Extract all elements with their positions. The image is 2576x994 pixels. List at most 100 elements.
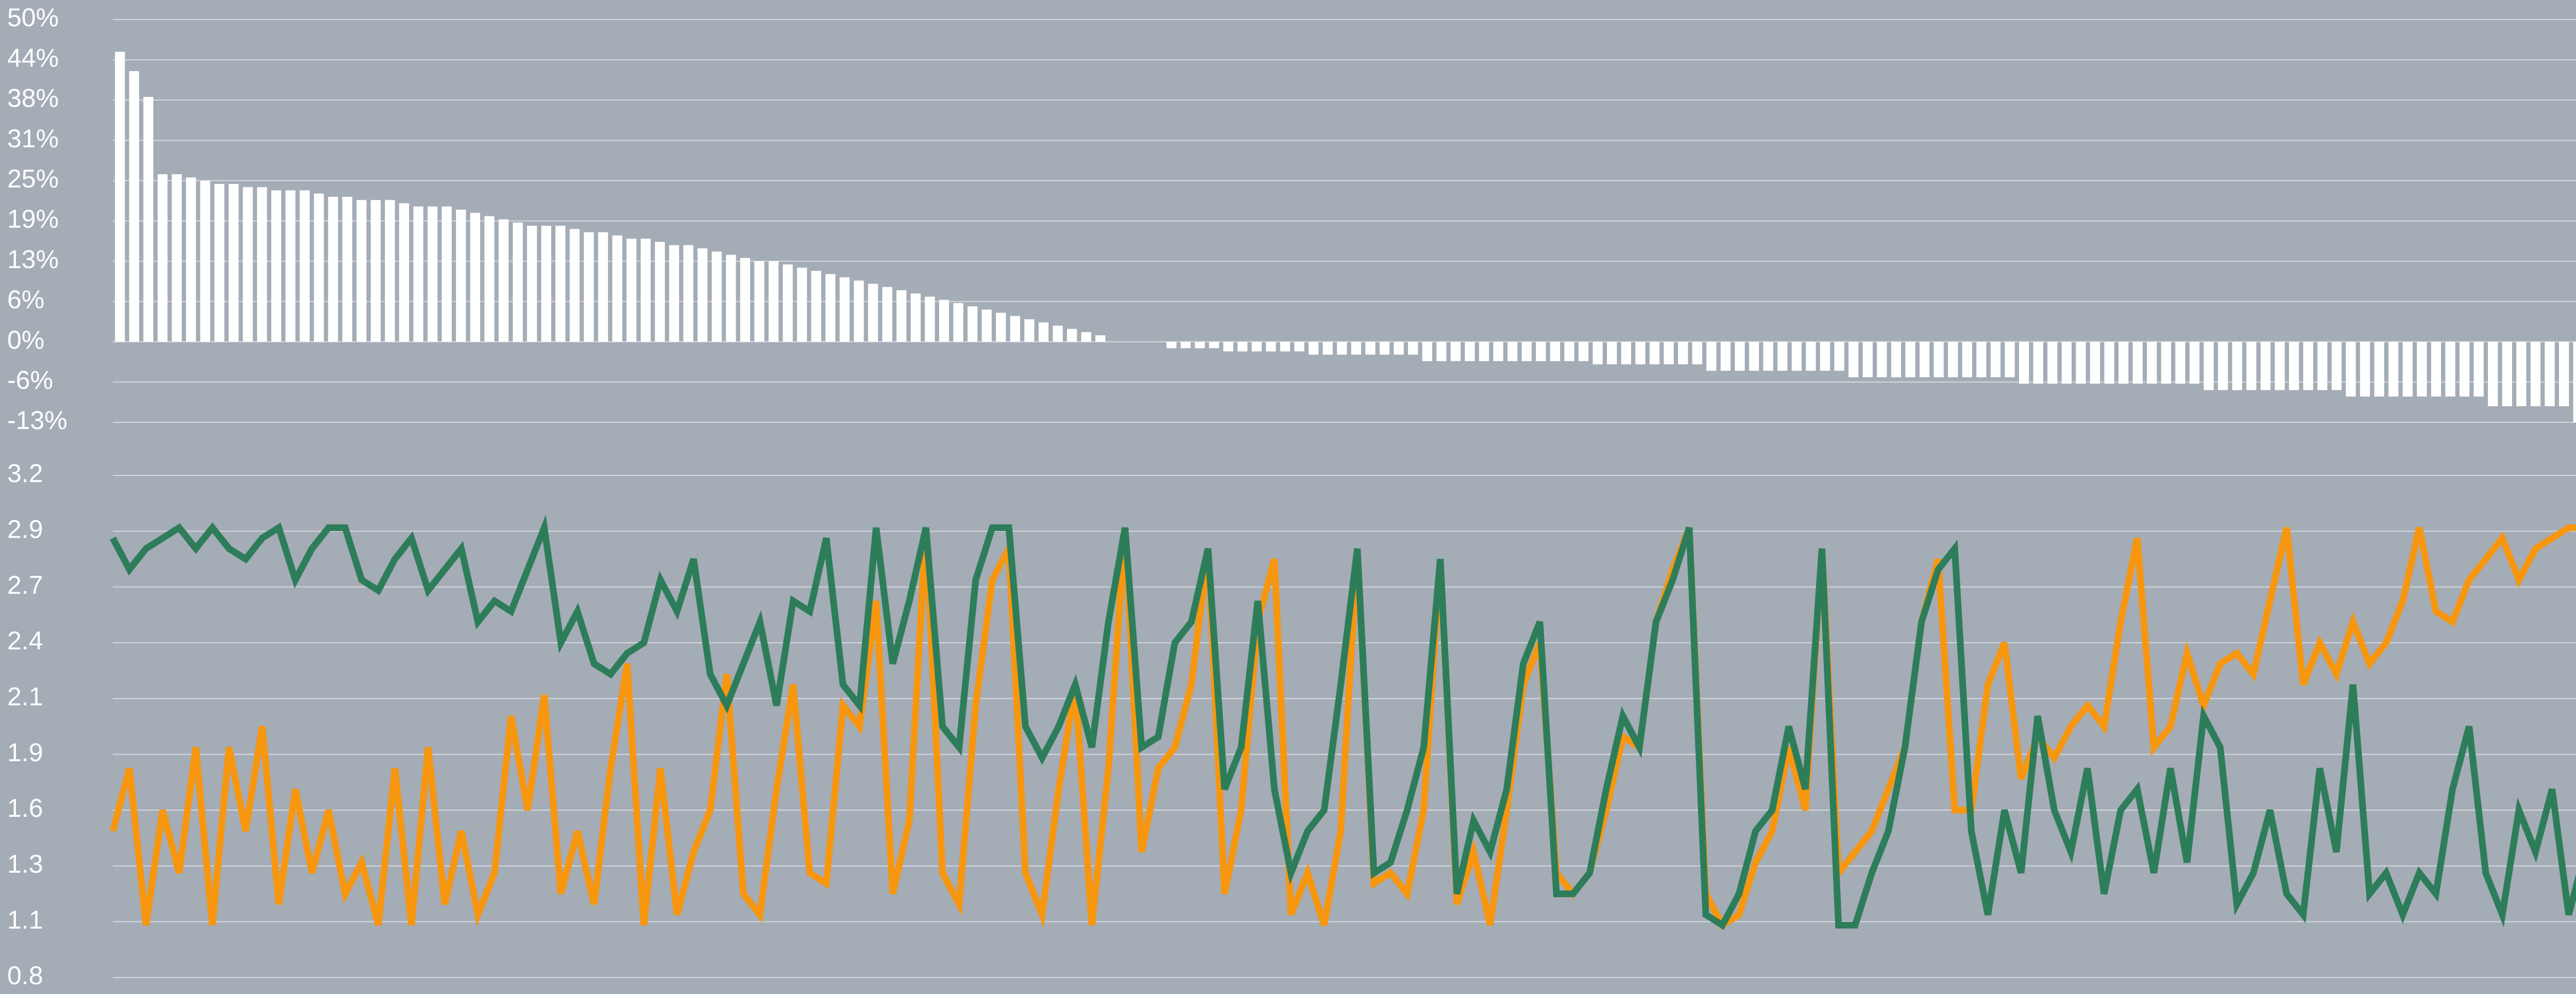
bar <box>1081 332 1091 342</box>
bar <box>1592 341 1603 365</box>
bar <box>1564 341 1574 362</box>
bar <box>726 254 736 342</box>
bar <box>357 200 367 342</box>
bar <box>470 213 480 342</box>
bar <box>442 206 452 342</box>
y-tick-label: -13% <box>7 406 67 435</box>
bar <box>1166 341 1177 349</box>
bar <box>2445 341 2455 397</box>
bar <box>2289 341 2299 390</box>
bar <box>370 200 381 342</box>
bar <box>2260 341 2271 390</box>
bar <box>1791 341 1802 371</box>
bar <box>1777 341 1788 371</box>
bar <box>200 180 210 342</box>
bar <box>115 52 125 342</box>
bar <box>1308 341 1319 355</box>
bar <box>1536 341 1546 362</box>
bar <box>2346 341 2356 397</box>
y-tick-label: 1.6 <box>7 794 43 822</box>
bar <box>598 232 608 342</box>
bar <box>2232 341 2242 390</box>
bar <box>1379 341 1390 355</box>
bar <box>2417 341 2427 397</box>
y-tick-label: 38% <box>7 84 59 113</box>
bar <box>1507 341 1518 362</box>
bar <box>825 274 836 342</box>
y-tick-label: 6% <box>7 285 44 314</box>
bar <box>1677 341 1688 365</box>
bar <box>1706 341 1717 371</box>
bar <box>1266 341 1276 352</box>
bar <box>2118 341 2129 384</box>
bar <box>1351 341 1361 355</box>
bar <box>640 238 651 342</box>
bar <box>271 190 281 342</box>
bar <box>1223 341 1233 352</box>
bar <box>1323 341 1333 355</box>
bar <box>1394 341 1404 355</box>
y-tick-label: 0.8 <box>7 961 43 990</box>
bar <box>1294 341 1304 352</box>
bar <box>2530 341 2541 406</box>
bar <box>2459 341 2470 397</box>
bar <box>1365 341 1376 355</box>
bar <box>427 206 438 342</box>
bar <box>612 235 622 342</box>
bar <box>456 210 466 342</box>
bar <box>257 187 267 342</box>
bar <box>697 248 708 342</box>
bar <box>796 267 807 342</box>
bar <box>2360 341 2370 397</box>
bar <box>925 297 935 342</box>
y-tick-label: 19% <box>7 204 59 233</box>
bar <box>1976 341 1987 378</box>
bar <box>655 242 665 342</box>
bar <box>1820 341 1831 371</box>
bar <box>1053 325 1063 342</box>
bar <box>1209 341 1219 349</box>
bar <box>1280 341 1291 352</box>
bar <box>2374 341 2384 397</box>
bar <box>555 226 566 342</box>
bar <box>626 238 637 342</box>
bar <box>2402 341 2413 397</box>
bar <box>1877 341 1887 378</box>
bar <box>498 219 509 342</box>
bar <box>1763 341 1773 371</box>
bar <box>683 245 693 342</box>
bar <box>1095 335 1106 342</box>
bar <box>2218 341 2228 390</box>
bar <box>1465 341 1475 362</box>
bar <box>1990 341 2001 378</box>
bar <box>896 290 907 342</box>
bar <box>2161 341 2172 384</box>
bar <box>2473 341 2484 397</box>
bar <box>342 197 352 342</box>
bar <box>2275 341 2285 390</box>
bar <box>768 261 779 342</box>
bar <box>882 287 892 342</box>
bar <box>2488 341 2498 406</box>
bar <box>2019 341 2029 384</box>
bar <box>1664 341 1674 365</box>
bar <box>1550 341 1561 362</box>
bar <box>868 283 878 342</box>
line-series <box>109 524 2576 930</box>
bar <box>839 277 850 342</box>
bar <box>1237 341 1248 352</box>
bar <box>2516 341 2527 406</box>
bar <box>740 258 750 342</box>
bar <box>2104 341 2114 384</box>
bar <box>2431 341 2442 397</box>
bar <box>783 264 793 342</box>
bar <box>413 206 423 342</box>
bar <box>385 200 395 342</box>
bar <box>1948 341 1958 378</box>
bar <box>143 97 154 342</box>
bar <box>1649 341 1660 365</box>
bar <box>981 310 992 342</box>
bar <box>1962 341 1972 378</box>
bar <box>1862 341 1873 378</box>
bar <box>1891 341 1902 378</box>
